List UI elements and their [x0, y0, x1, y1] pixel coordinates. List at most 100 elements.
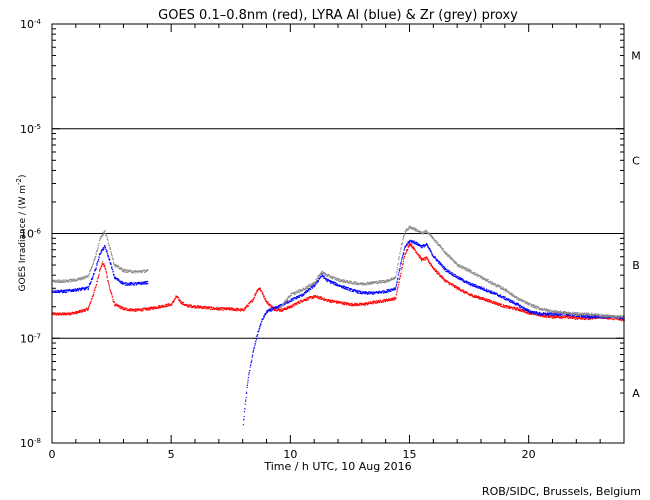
data-point — [321, 274, 323, 276]
data-point — [458, 276, 460, 278]
data-point — [107, 239, 109, 241]
data-point — [105, 251, 107, 253]
data-point — [60, 290, 62, 292]
data-point — [90, 281, 92, 283]
data-point — [415, 228, 417, 230]
data-point — [103, 247, 105, 249]
data-point — [362, 282, 364, 284]
data-point — [343, 281, 345, 283]
data-point — [556, 316, 558, 318]
data-point — [99, 253, 101, 255]
data-point — [547, 308, 549, 311]
data-point — [143, 269, 145, 271]
data-point — [254, 343, 256, 345]
data-point — [550, 314, 552, 316]
data-point — [90, 300, 92, 303]
data-point — [354, 289, 356, 291]
data-point — [289, 307, 292, 309]
data-point — [180, 301, 183, 303]
data-point — [55, 281, 57, 283]
data-point — [342, 279, 344, 281]
data-point — [370, 292, 372, 294]
data-point — [263, 296, 265, 298]
data-point — [389, 280, 391, 282]
data-point — [350, 304, 352, 306]
data-point — [407, 245, 409, 247]
data-point — [420, 245, 422, 247]
data-point — [58, 313, 60, 315]
data-point — [360, 281, 362, 284]
data-point — [157, 307, 159, 309]
data-point — [254, 293, 256, 295]
data-point — [197, 306, 199, 308]
data-point — [313, 285, 316, 288]
data-point — [321, 298, 323, 300]
data-point — [130, 282, 132, 284]
data-point — [606, 318, 608, 320]
data-point — [403, 258, 405, 260]
data-point — [173, 299, 175, 302]
data-point — [463, 267, 465, 269]
data-point — [247, 381, 249, 383]
data-point — [135, 282, 137, 284]
data-point — [300, 290, 302, 292]
data-point — [272, 308, 274, 310]
data-point — [272, 308, 274, 310]
data-point — [181, 303, 183, 305]
data-point — [298, 295, 300, 297]
data-point — [538, 314, 540, 316]
data-point — [301, 290, 303, 292]
data-point — [334, 278, 336, 281]
data-point — [128, 309, 131, 311]
data-point — [582, 318, 584, 320]
data-point — [456, 277, 458, 279]
data-point — [358, 290, 360, 292]
data-point — [281, 304, 283, 306]
data-point — [328, 299, 330, 301]
data-point — [331, 300, 333, 302]
data-point — [92, 276, 94, 278]
data-point — [251, 356, 253, 358]
data-point — [385, 281, 387, 283]
data-point — [285, 301, 287, 303]
data-point — [128, 269, 130, 271]
data-point — [242, 424, 244, 426]
data-point — [466, 281, 469, 283]
data-point — [387, 290, 389, 292]
data-point — [146, 269, 149, 271]
data-point — [466, 270, 468, 272]
data-point — [349, 288, 351, 290]
data-point — [305, 298, 307, 300]
data-point — [511, 300, 513, 302]
data-point — [553, 317, 556, 319]
data-point — [419, 244, 421, 246]
data-point — [467, 269, 469, 271]
data-point — [521, 309, 523, 311]
data-point — [144, 282, 146, 284]
data-point — [86, 307, 88, 309]
data-point — [252, 301, 254, 303]
data-point — [81, 277, 83, 279]
data-point — [481, 287, 483, 289]
data-point — [98, 273, 100, 275]
data-point — [190, 306, 192, 308]
data-point — [138, 270, 140, 272]
data-point — [119, 280, 121, 282]
data-point — [317, 277, 319, 279]
data-point — [560, 311, 562, 313]
data-point — [286, 297, 288, 300]
data-point — [393, 276, 395, 279]
data-point — [307, 296, 309, 299]
data-point — [83, 288, 85, 290]
data-point — [466, 282, 468, 284]
data-point — [311, 297, 314, 299]
data-point — [496, 285, 498, 287]
data-point — [110, 293, 112, 295]
data-point — [375, 302, 377, 304]
data-point — [304, 292, 306, 294]
data-point — [597, 317, 599, 319]
data-point — [452, 260, 454, 262]
data-point — [411, 244, 413, 246]
data-point — [308, 285, 310, 287]
data-point — [343, 287, 345, 289]
